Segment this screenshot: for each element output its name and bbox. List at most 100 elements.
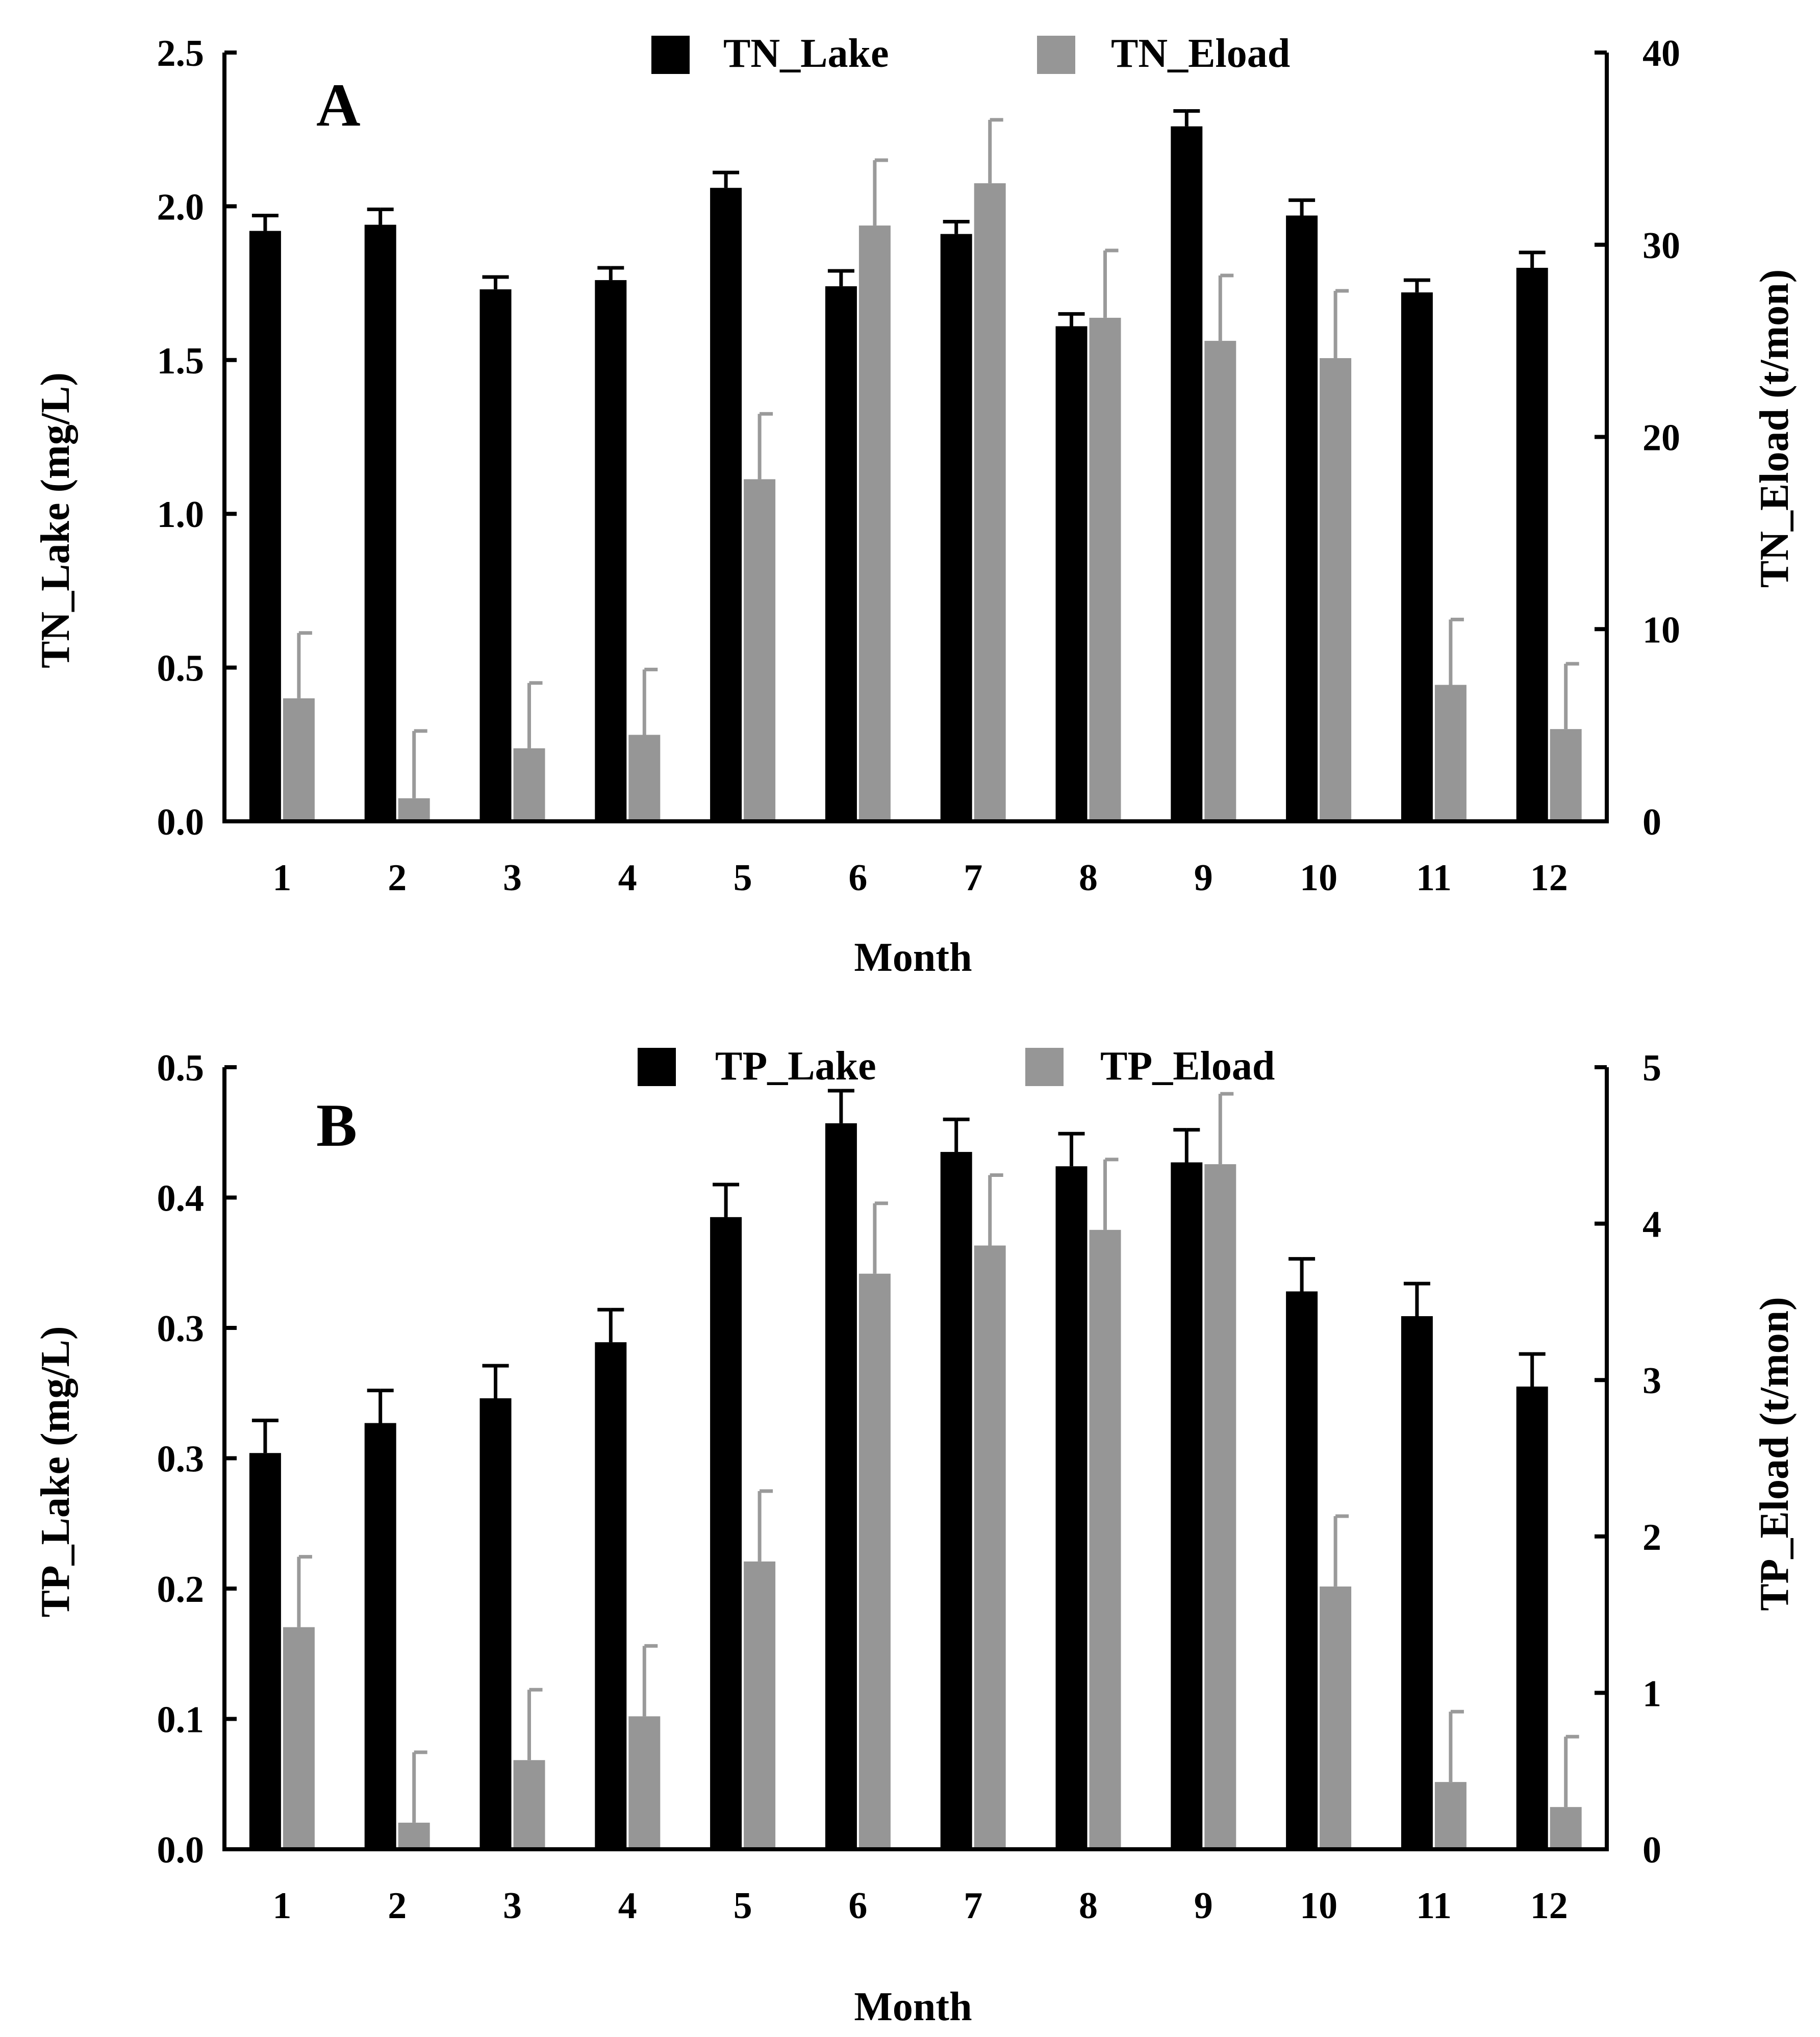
panel-a: 1 2 3 4 5 6 7 8 9 10 11 120.00.51.01.52.02.50102030… <box>33 31 1797 980</box>
panel-a-right-tick-label-0: 0 <box>1642 801 1661 843</box>
panel-a-bars <box>249 109 1582 822</box>
legend-swatch-tp-lake <box>638 1048 676 1086</box>
panel-b-bar-tp_lake-9 <box>1171 1162 1203 1849</box>
panel-b-x-tick-label-7: 7 <box>964 1885 982 1927</box>
panel-b-left-tick-label-2: 0.2 <box>157 1569 205 1611</box>
legend-swatch-tn-lake <box>651 36 690 74</box>
panel-a-x-tick-label-8: 8 <box>1079 857 1098 899</box>
panel-a-bar-tn_lake-1 <box>249 231 281 821</box>
panel-b-left-tick-label-1: 0.1 <box>157 1699 205 1741</box>
panel-b-axes: 1 2 3 4 5 6 7 8 9 10 11 120.00.10.20.30.30.40.50123… <box>157 1047 1662 1927</box>
panel-b-x-tick-label-12: 12 <box>1530 1885 1568 1927</box>
panel-a-bar-tn_lake-3 <box>479 289 512 821</box>
panel-b-bar-tp_lake-4 <box>595 1342 627 1849</box>
panel-a-bar-tn_lake-9 <box>1171 126 1203 821</box>
panel-b-left-tick-label-3: 0.3 <box>157 1439 205 1480</box>
panel-a-right-tick-label-4: 40 <box>1642 33 1680 74</box>
panel-b-bar-tp_eload-2 <box>398 1822 430 1849</box>
panel-a-x-tick-label-5: 5 <box>734 857 752 899</box>
legend-label-tn-eload: TN_Eload <box>1111 31 1290 76</box>
panel-a-x-tick-label-7: 7 <box>964 857 982 899</box>
panel-b-bar-tp_eload-11 <box>1434 1782 1467 1849</box>
panel-b-bar-tp_eload-5 <box>744 1561 776 1849</box>
panel-b-x-tick-label-8: 8 <box>1079 1885 1098 1927</box>
panel-a-bar-tn_eload-10 <box>1320 358 1352 821</box>
panel-a-bar-tn_eload-1 <box>283 698 315 821</box>
panel-a-x-tick-label-11: 11 <box>1416 857 1452 899</box>
panel-b-bar-tp_lake-12 <box>1516 1386 1548 1849</box>
panel-a-bar-tn_eload-4 <box>628 735 661 821</box>
panel-a-bar-tn_lake-8 <box>1055 326 1088 821</box>
panel-a-x-tick-label-1: 1 <box>272 857 291 899</box>
panel-a-bar-tn_eload-8 <box>1089 317 1121 821</box>
panel-a-left-ylabel: TN_Lake (mg/L) <box>33 372 78 668</box>
panel-b-bar-tp_lake-1 <box>249 1453 281 1849</box>
panel-a-bar-tn_eload-9 <box>1204 341 1236 821</box>
panel-b-bar-tp_eload-4 <box>628 1716 661 1849</box>
panel-a-xlabel: Month <box>854 935 972 980</box>
panel-b-bar-tp_lake-2 <box>364 1423 396 1849</box>
panel-a-x-tick-label-6: 6 <box>848 857 867 899</box>
panel-b-bars <box>249 1089 1582 1849</box>
panel-b-right-tick-label-2: 2 <box>1642 1517 1661 1558</box>
panel-a-bar-tn_lake-10 <box>1286 215 1318 821</box>
panel-b-left-tick-label-6: 0.5 <box>157 1047 205 1089</box>
panel-b-x-tick-label-3: 3 <box>503 1885 522 1927</box>
panel-b-x-tick-label-9: 9 <box>1194 1885 1213 1927</box>
panel-b-bar-tp_eload-3 <box>513 1760 545 1849</box>
panel-b-bar-tp_lake-7 <box>940 1152 972 1849</box>
panel-b-bar-tp_lake-5 <box>710 1217 742 1849</box>
panel-a-bar-tn_eload-6 <box>858 225 891 822</box>
panel-a-right-tick-label-1: 10 <box>1642 609 1680 651</box>
panel-a-right-tick-label-3: 30 <box>1642 225 1680 267</box>
panel-b-bar-tp_eload-10 <box>1320 1586 1352 1849</box>
legend-label-tp-lake: TP_Lake <box>715 1044 876 1089</box>
panel-b-left-tick-label-5: 0.4 <box>157 1178 205 1220</box>
panel-a-x-tick-label-10: 10 <box>1300 857 1337 899</box>
panel-b-right-tick-label-1: 1 <box>1642 1673 1661 1715</box>
panel-b-right-tick-label-3: 3 <box>1642 1360 1661 1402</box>
panel-b-letter: B <box>316 1091 357 1159</box>
panel-b-xlabel: Month <box>854 1984 972 2029</box>
legend-swatch-tp-eload <box>1025 1048 1064 1086</box>
panel-a-x-tick-label-9: 9 <box>1194 857 1213 899</box>
panel-b-right-tick-label-0: 0 <box>1642 1829 1661 1871</box>
panel-a-bar-tn_eload-5 <box>744 479 776 821</box>
panel-b-x-tick-label-4: 4 <box>618 1885 637 1927</box>
panel-a-x-tick-label-12: 12 <box>1530 857 1568 899</box>
panel-a-bar-tn_lake-12 <box>1516 267 1548 822</box>
panel-b-bar-tp_eload-9 <box>1204 1164 1236 1849</box>
panel-b-bar-tp_eload-1 <box>283 1627 315 1849</box>
panel-a-left-tick-label-5: 2.5 <box>157 33 205 74</box>
panel-b-bar-tp_lake-11 <box>1401 1316 1433 1849</box>
panel-b-left-tick-label-0: 0.0 <box>157 1829 205 1871</box>
panel-b-bar-tp_lake-3 <box>479 1398 512 1849</box>
panel-b-bar-tp_eload-8 <box>1089 1229 1121 1849</box>
panel-b-bar-tp_eload-12 <box>1550 1807 1582 1849</box>
panel-b-bar-tp_eload-7 <box>974 1245 1006 1849</box>
panel-b-x-tick-label-2: 2 <box>388 1885 407 1927</box>
panel-b-right-ylabel: TP_Eload (t/mon) <box>1752 1297 1797 1611</box>
panel-a-letter: A <box>316 71 361 139</box>
panel-a-bar-tn_lake-6 <box>825 286 857 822</box>
panel-a-bar-tn_eload-2 <box>398 798 430 821</box>
panel-a-axes: 1 2 3 4 5 6 7 8 9 10 11 120.00.51.01.52.02.50102030… <box>157 33 1681 899</box>
legend-swatch-tn-eload <box>1037 36 1075 74</box>
legend-label-tp-eload: TP_Eload <box>1100 1044 1275 1089</box>
panel-b-legend: TP_Lake TP_Eload <box>638 1044 1275 1089</box>
panel-a-legend: TN_Lake TN_Eload <box>651 31 1290 76</box>
panel-a-bar-tn_lake-7 <box>940 234 972 822</box>
panel-a-bar-tn_lake-4 <box>595 280 627 821</box>
panel-b-x-tick-label-1: 1 <box>272 1885 291 1927</box>
panel-b-bar-tp_lake-10 <box>1286 1291 1318 1849</box>
panel-b-left-ylabel: TP_Lake (mg/L) <box>33 1326 78 1617</box>
panel-a-x-tick-label-3: 3 <box>503 857 522 899</box>
panel-a-bar-tn_eload-7 <box>974 183 1006 822</box>
panel-b-labels: B Month TP_Lake (mg/L) TP_Eload (t/mon) <box>33 1091 1797 2029</box>
panel-a-left-tick-label-3: 1.5 <box>157 340 205 382</box>
panel-a-labels: A Month TN_Lake (mg/L) TN_Eload (t/mon) <box>33 71 1797 980</box>
panel-a-bar-tn_lake-5 <box>710 188 742 822</box>
panel-b-bar-tp_eload-6 <box>858 1273 891 1849</box>
panel-b-bar-tp_lake-8 <box>1055 1166 1088 1849</box>
panel-a-left-tick-label-2: 1.0 <box>157 494 205 536</box>
